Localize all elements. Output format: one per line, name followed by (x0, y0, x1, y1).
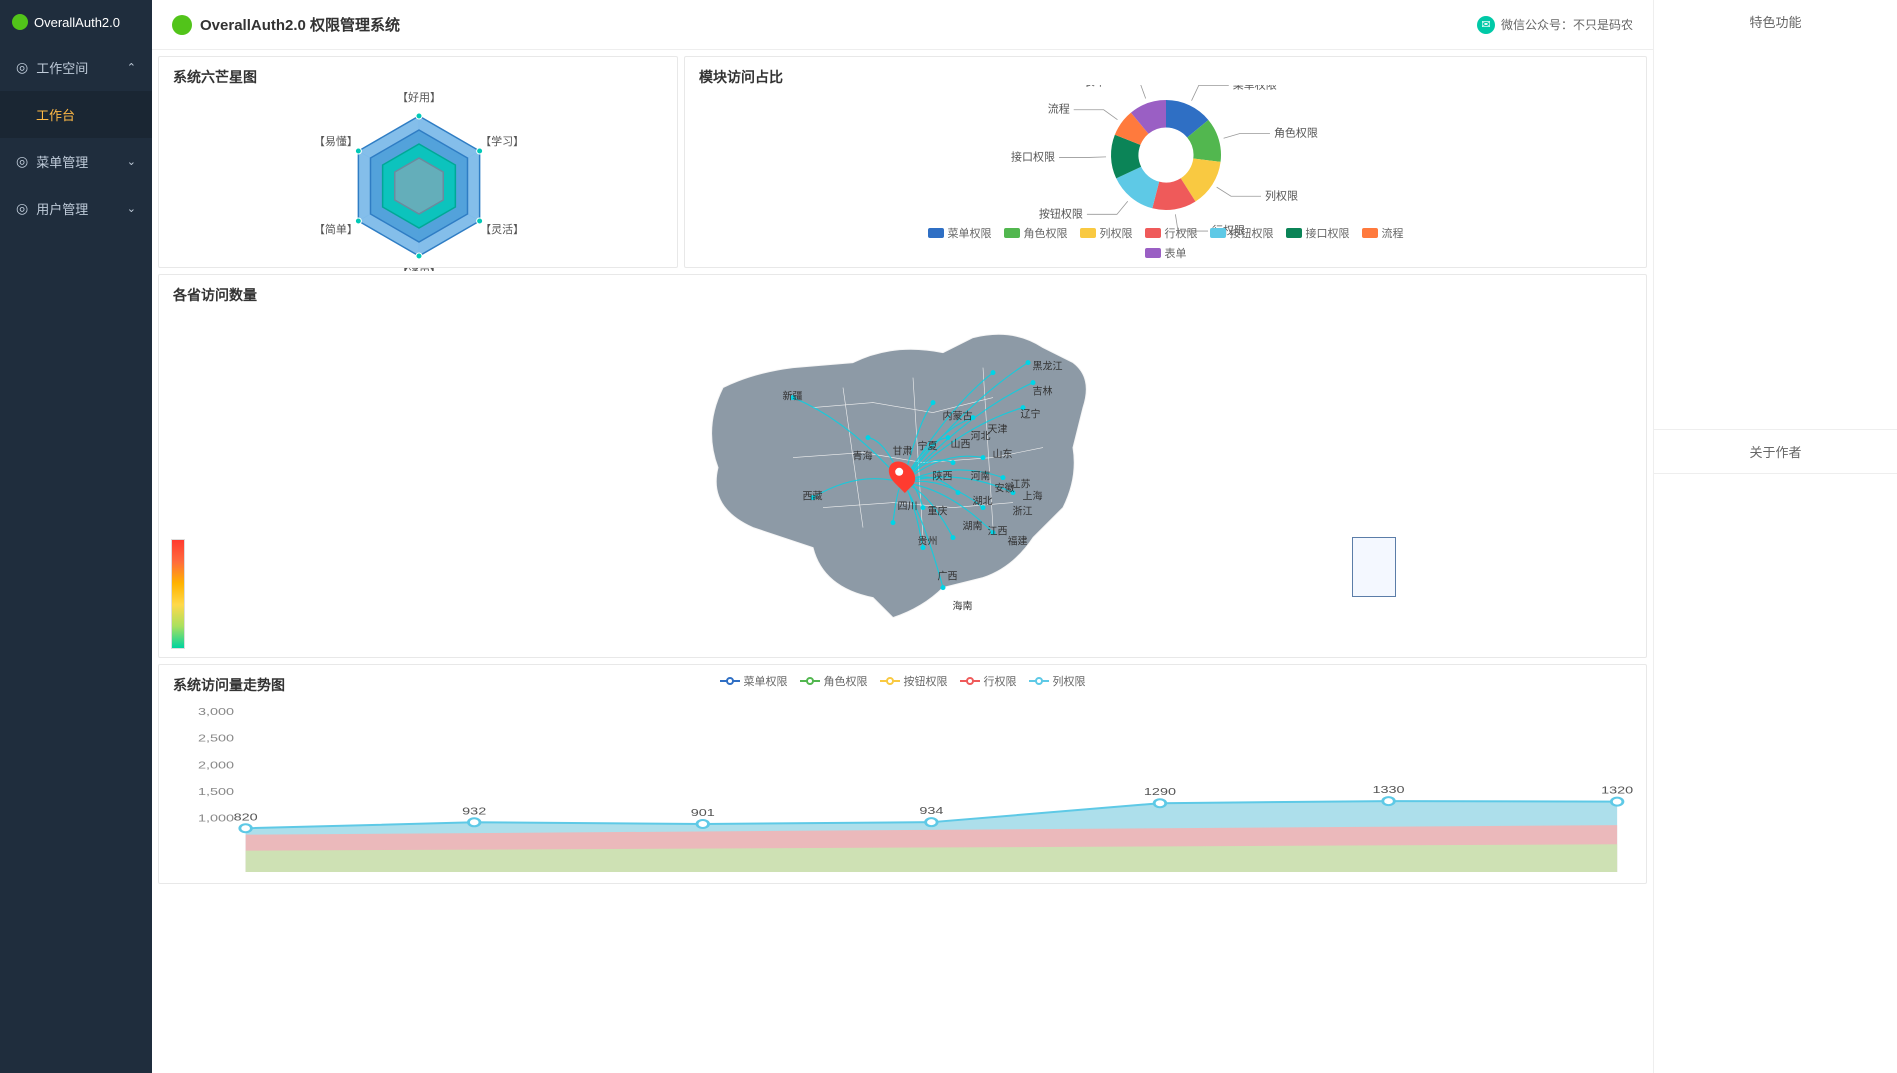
trend-legend: 菜单权限角色权限按钮权限行权限列权限 (720, 673, 1086, 689)
svg-text:2,500: 2,500 (198, 733, 234, 744)
sidebar-title: OverallAuth2.0 (34, 15, 120, 30)
sidebar-item-user-mgmt[interactable]: ◎ 用户管理 ⌄ (0, 185, 152, 232)
donut-legend: 菜单权限角色权限列权限行权限按钮权限接口权限流程表单 (921, 225, 1411, 261)
sidebar-item-label: 菜单管理 (36, 152, 88, 171)
svg-text:接口权限: 接口权限 (1011, 150, 1055, 163)
svg-text:932: 932 (462, 805, 486, 816)
right-section-title: 特色功能 (1749, 15, 1801, 30)
donut-chart: 菜单权限角色权限列权限行权限按钮权限接口权限流程表单 (906, 85, 1426, 240)
sidebar-item-workspace[interactable]: ◎ 工作空间 ⌃ (0, 44, 152, 91)
svg-text:【灵活】: 【灵活】 (480, 223, 524, 236)
content: OverallAuth2.0 权限管理系统 ✉ 微信公众号：不只是码农 系统六芒… (152, 0, 1653, 1073)
svg-text:按钮权限: 按钮权限 (1038, 206, 1082, 220)
topbar-title: OverallAuth2.0 权限管理系统 (200, 14, 400, 35)
sidebar-subitem-workbench[interactable]: 工作台 (0, 91, 152, 138)
location-icon: ◎ (16, 59, 28, 76)
svg-text:820: 820 (234, 811, 258, 822)
svg-text:【好用】: 【好用】 (397, 91, 441, 104)
radar-chart: 【好用】【学习】【灵活】【通用】 【简单】 【易懂】 (159, 91, 679, 271)
svg-text:菜单权限: 菜单权限 (1232, 85, 1276, 91)
radar-title: 系统六芒星图 (159, 57, 677, 91)
svg-text:901: 901 (691, 807, 715, 818)
sidebar-item-label: 工作空间 (36, 58, 88, 77)
svg-text:列权限: 列权限 (1265, 188, 1298, 202)
svg-text:【简单】: 【简单】 (314, 222, 358, 236)
svg-text:1290: 1290 (1144, 786, 1176, 797)
main: OverallAuth2.0 权限管理系统 ✉ 微信公众号：不只是码农 系统六芒… (152, 0, 1897, 1073)
trend-chart-card: 系统访问量走势图 菜单权限角色权限按钮权限行权限列权限 1,0001,5002,… (158, 664, 1647, 884)
svg-text:1330: 1330 (1372, 784, 1404, 795)
chevron-up-icon: ⌃ (127, 61, 136, 74)
trend-chart: 1,000 1,500 2,000 2,500 3,000 820 932 901 934 129… (159, 697, 1646, 882)
radar-chart-card: 系统六芒星图 【好用】【学习】【灵活】【通用】 【简单】 【易懂】 (158, 56, 678, 268)
china-map: 新疆西藏青海甘肃宁夏内蒙古黑龙江吉林辽宁山西河北天津山东陕西河南安徽江苏上海湖北… (693, 308, 1113, 638)
sidebar-item-label: 用户管理 (36, 199, 88, 218)
right-section-author: 关于作者 (1654, 430, 1897, 474)
svg-text:934: 934 (919, 805, 943, 816)
dashboard: 系统六芒星图 【好用】【学习】【灵活】【通用】【简单】【易懂】 模块访问占比 菜… (152, 50, 1653, 1073)
sidebar-subitem-label: 工作台 (36, 108, 75, 123)
right-panel: 特色功能 关于作者 (1653, 0, 1897, 1073)
wechat-icon: ✉ (1477, 16, 1495, 34)
donut-chart-card: 模块访问占比 菜单权限角色权限列权限行权限按钮权限接口权限流程表单 菜单权限角色… (684, 56, 1647, 268)
right-section-title: 关于作者 (1749, 445, 1801, 460)
app-logo-icon (12, 14, 28, 30)
map-gradient-legend (171, 539, 185, 649)
topbar-right: ✉ 微信公众号：不只是码农 (1477, 16, 1633, 34)
svg-text:2,000: 2,000 (198, 759, 234, 770)
svg-text:1,000: 1,000 (198, 813, 234, 824)
right-section-features: 特色功能 (1654, 0, 1897, 430)
svg-text:表单: 表单 (1083, 85, 1105, 89)
map-chart-card: 各省访问数量 (158, 274, 1647, 658)
location-icon: ◎ (16, 153, 28, 170)
svg-text:角色权限: 角色权限 (1273, 126, 1317, 140)
sidebar-item-menu-mgmt[interactable]: ◎ 菜单管理 ⌄ (0, 138, 152, 185)
wechat-text: 微信公众号：不只是码农 (1501, 16, 1633, 33)
topbar-logo: OverallAuth2.0 权限管理系统 (172, 14, 400, 35)
sidebar-logo: OverallAuth2.0 (0, 0, 152, 44)
svg-text:1,500: 1,500 (198, 786, 234, 797)
svg-text:【通用】: 【通用】 (397, 267, 441, 271)
chevron-down-icon: ⌄ (127, 155, 136, 168)
map-title: 各省访问数量 (159, 275, 1646, 309)
svg-text:流程: 流程 (1047, 102, 1069, 116)
map-inset (1352, 537, 1396, 597)
topbar: OverallAuth2.0 权限管理系统 ✉ 微信公众号：不只是码农 (152, 0, 1653, 50)
sidebar: OverallAuth2.0 ◎ 工作空间 ⌃ 工作台 ◎ 菜单管理 ⌄ ◎ 用… (0, 0, 152, 1073)
svg-text:【易懂】: 【易懂】 (314, 135, 358, 148)
chevron-down-icon: ⌄ (127, 202, 136, 215)
svg-text:3,000: 3,000 (198, 706, 234, 717)
app-logo-icon (172, 15, 192, 35)
svg-text:【学习】: 【学习】 (480, 134, 524, 148)
svg-text:1320: 1320 (1601, 785, 1633, 796)
location-icon: ◎ (16, 200, 28, 217)
